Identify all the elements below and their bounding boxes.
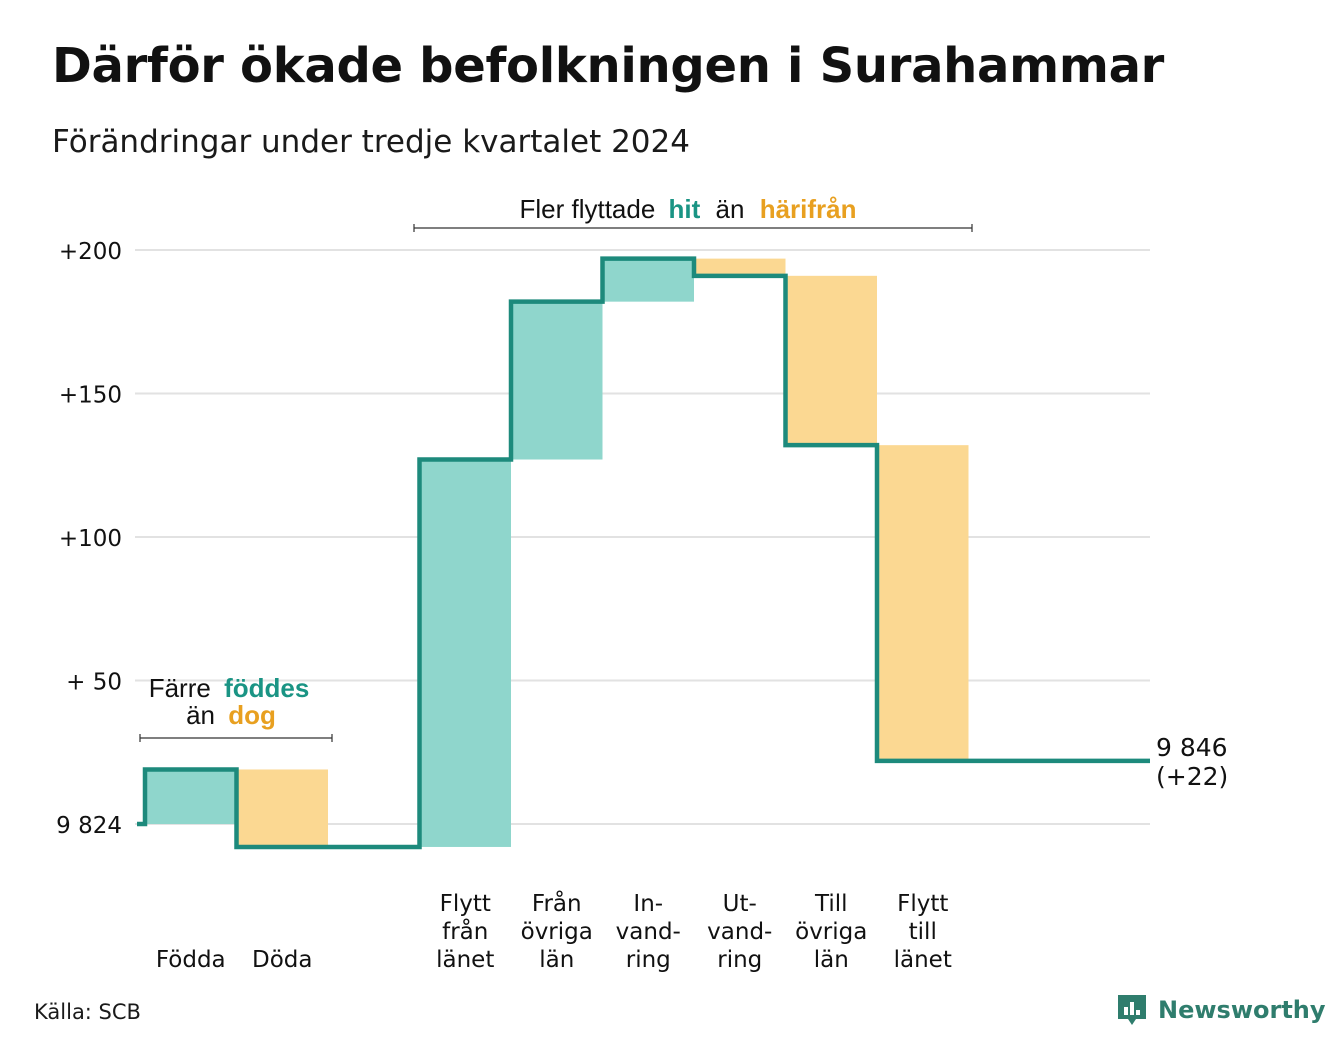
x-category-label: In- [633, 891, 663, 917]
bar-increase [511, 301, 603, 460]
x-category-label: ring [626, 947, 671, 973]
x-category-label: Från [532, 889, 582, 917]
bar-decrease [694, 258, 786, 276]
x-category-label: Ut- [723, 891, 757, 917]
bar-increase [145, 769, 237, 824]
migration-text-prefix: Fler flyttade [519, 194, 655, 224]
migration-text-harifran: härifrån [760, 194, 857, 224]
waterfall-chart: 9 824+ 50+100+150+200 Födda DödaFlyttfrån… [56, 194, 1228, 973]
x-axis-labels: Födda DödaFlyttfrånlänetFrånövrigalänIn-v… [156, 889, 952, 973]
svg-text:Färre föddes: Färre föddes [149, 673, 310, 703]
bar-decrease [877, 445, 969, 761]
x-category-label: länet [436, 947, 494, 973]
x-category-label: vand- [616, 919, 681, 945]
bar-increase [419, 459, 511, 847]
svg-text:än dog: än dog [186, 700, 276, 730]
y-axis-ticks: 9 824 + 50 +100 +150 +200 [56, 239, 122, 839]
bar-decrease [785, 275, 877, 446]
births-text-foddes: föddes [224, 673, 309, 703]
chart-title: Därför ökade befolkningen i Surahammar [52, 38, 1165, 94]
cumulative-step-line [137, 256, 1150, 850]
x-category-label: övriga [795, 919, 867, 945]
source-note: Källa: SCB [34, 1000, 141, 1024]
x-category-label: vand- [707, 919, 772, 945]
svg-text:Fler flyttade hit: Fler flyttade hit än härifrån [519, 194, 856, 224]
chart-subtitle: Förändringar under tredje kvartalet 2024 [52, 124, 690, 160]
x-category-label: Flytt [440, 891, 491, 917]
newsworthy-logo-icon [1118, 995, 1146, 1025]
x-category-label: län [539, 947, 574, 973]
x-category-label: till [909, 919, 937, 945]
x-category-label: Döda [252, 947, 312, 973]
x-category-label: Födda [156, 947, 226, 973]
bar-increase [602, 258, 694, 302]
newsworthy-logo-text: Newsworthy [1158, 996, 1326, 1024]
x-category-label: Flytt [897, 891, 948, 917]
x-category-label: Till [814, 891, 848, 917]
births-text-dog: dog [228, 700, 276, 730]
births-text-an: än [186, 700, 215, 730]
bar-decrease [236, 769, 328, 847]
y-tick-label: + 50 [66, 670, 122, 696]
x-category-label: ring [717, 947, 762, 973]
end-value-label: 9 846 [1156, 733, 1228, 762]
newsworthy-logo[interactable]: Newsworthy [1116, 993, 1326, 1027]
migration-annotation: Fler flyttade hit än härifrån [413, 194, 973, 232]
migration-text-middle: än [716, 194, 745, 224]
bars [145, 258, 969, 847]
migration-text-hit: hit [669, 194, 701, 224]
x-category-label: län [814, 947, 849, 973]
y-tick-label: 9 824 [56, 813, 122, 839]
x-category-label: från [442, 917, 488, 945]
end-change-label: (+22) [1156, 762, 1228, 791]
y-tick-label: +200 [59, 239, 122, 265]
x-category-label: övriga [521, 919, 593, 945]
births-deaths-annotation: Färre föddes än dog [139, 673, 333, 742]
births-text-prefix: Färre [149, 673, 211, 703]
y-tick-label: +100 [59, 526, 122, 552]
x-category-label: länet [894, 947, 952, 973]
y-tick-label: +150 [59, 383, 122, 409]
